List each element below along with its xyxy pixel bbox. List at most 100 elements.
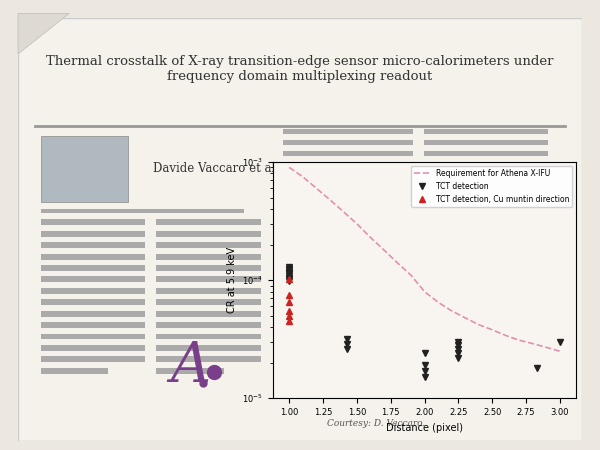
FancyBboxPatch shape: [18, 18, 582, 441]
TCT detection: [421, 369, 428, 374]
TCT detection, Cu muntin direction: [286, 313, 293, 319]
Requirement for Athena X-IFU: [380, 247, 388, 252]
TCT detection: [286, 269, 293, 274]
FancyBboxPatch shape: [41, 345, 145, 351]
TCT detection: [421, 375, 428, 380]
FancyBboxPatch shape: [424, 162, 548, 167]
Text: Davide Vaccaro et al.: Davide Vaccaro et al.: [154, 162, 280, 175]
Requirement for Athena X-IFU: [353, 221, 361, 226]
Requirement for Athena X-IFU: [340, 209, 347, 214]
FancyBboxPatch shape: [156, 254, 260, 260]
FancyBboxPatch shape: [156, 368, 224, 374]
TCT detection: [286, 274, 293, 279]
TCT detection: [344, 336, 351, 341]
Requirement for Athena X-IFU: [488, 327, 496, 333]
Text: Thermal crosstalk of X-ray transition-edge sensor micro-calorimeters under
frequ: Thermal crosstalk of X-ray transition-ed…: [46, 55, 554, 83]
Requirement for Athena X-IFU: [448, 308, 455, 314]
FancyBboxPatch shape: [283, 194, 367, 200]
FancyBboxPatch shape: [283, 151, 413, 156]
FancyBboxPatch shape: [41, 254, 145, 260]
TCT detection: [286, 264, 293, 270]
FancyBboxPatch shape: [41, 299, 145, 305]
FancyBboxPatch shape: [41, 265, 145, 271]
TCT detection: [421, 351, 428, 356]
TCT detection: [286, 267, 293, 273]
FancyBboxPatch shape: [283, 162, 413, 167]
FancyBboxPatch shape: [156, 322, 260, 328]
TCT detection: [455, 339, 462, 345]
FancyBboxPatch shape: [41, 219, 145, 225]
X-axis label: Distance (pixel): Distance (pixel): [386, 423, 463, 432]
Legend: Requirement for Athena X-IFU, TCT detection, TCT detection, Cu muntin direction: Requirement for Athena X-IFU, TCT detect…: [411, 166, 572, 207]
FancyBboxPatch shape: [283, 140, 413, 145]
TCT detection, Cu muntin direction: [286, 300, 293, 305]
FancyBboxPatch shape: [424, 129, 548, 134]
FancyBboxPatch shape: [424, 173, 548, 178]
TCT detection, Cu muntin direction: [286, 308, 293, 314]
Requirement for Athena X-IFU: [421, 289, 428, 294]
Requirement for Athena X-IFU: [529, 341, 536, 346]
TCT detection: [344, 341, 351, 346]
TCT detection: [421, 363, 428, 368]
TCT detection, Cu muntin direction: [286, 276, 293, 282]
FancyBboxPatch shape: [41, 333, 145, 339]
Text: Courtesy: D. Vaccaro.: Courtesy: D. Vaccaro.: [327, 419, 425, 428]
FancyBboxPatch shape: [424, 184, 548, 189]
FancyBboxPatch shape: [283, 184, 413, 189]
TCT detection: [344, 346, 351, 352]
TCT detection: [455, 355, 462, 360]
Requirement for Athena X-IFU: [556, 349, 563, 354]
TCT detection: [455, 343, 462, 348]
Requirement for Athena X-IFU: [461, 315, 469, 320]
FancyBboxPatch shape: [41, 242, 145, 248]
Requirement for Athena X-IFU: [313, 185, 320, 191]
FancyBboxPatch shape: [41, 368, 109, 374]
TCT detection: [286, 266, 293, 271]
Requirement for Athena X-IFU: [542, 345, 550, 350]
FancyBboxPatch shape: [156, 276, 260, 283]
FancyBboxPatch shape: [424, 151, 548, 156]
FancyBboxPatch shape: [156, 356, 260, 362]
FancyBboxPatch shape: [424, 140, 548, 145]
FancyBboxPatch shape: [156, 310, 260, 317]
FancyBboxPatch shape: [41, 356, 145, 362]
TCT detection: [286, 276, 293, 282]
FancyBboxPatch shape: [41, 209, 244, 213]
FancyBboxPatch shape: [156, 265, 260, 271]
Line: Requirement for Athena X-IFU: Requirement for Athena X-IFU: [289, 167, 560, 351]
Line: TCT detection, Cu muntin direction: TCT detection, Cu muntin direction: [286, 276, 293, 324]
Requirement for Athena X-IFU: [299, 174, 307, 180]
Y-axis label: CR at 5.9 keV: CR at 5.9 keV: [227, 247, 236, 313]
TCT detection: [533, 365, 541, 371]
TCT detection: [286, 279, 293, 284]
FancyBboxPatch shape: [41, 231, 145, 237]
Requirement for Athena X-IFU: [394, 260, 401, 265]
Requirement for Athena X-IFU: [434, 300, 442, 305]
TCT detection: [556, 339, 563, 345]
FancyBboxPatch shape: [283, 129, 413, 134]
FancyBboxPatch shape: [41, 310, 145, 317]
FancyBboxPatch shape: [41, 322, 145, 328]
TCT detection: [455, 346, 462, 352]
FancyBboxPatch shape: [283, 173, 413, 178]
FancyBboxPatch shape: [156, 333, 260, 339]
FancyBboxPatch shape: [156, 219, 260, 225]
Text: A: A: [170, 340, 210, 394]
FancyBboxPatch shape: [424, 194, 505, 200]
Line: TCT detection: TCT detection: [286, 263, 563, 381]
FancyBboxPatch shape: [41, 288, 145, 294]
Requirement for Athena X-IFU: [326, 197, 334, 202]
FancyBboxPatch shape: [156, 242, 260, 248]
TCT detection: [286, 270, 293, 276]
FancyBboxPatch shape: [156, 345, 260, 351]
FancyBboxPatch shape: [41, 276, 145, 283]
TCT detection: [286, 272, 293, 277]
Requirement for Athena X-IFU: [286, 165, 293, 170]
Requirement for Athena X-IFU: [475, 322, 482, 327]
FancyBboxPatch shape: [156, 231, 260, 237]
Requirement for Athena X-IFU: [407, 273, 415, 278]
TCT detection: [286, 275, 293, 280]
TCT detection, Cu muntin direction: [286, 319, 293, 324]
Requirement for Athena X-IFU: [515, 338, 523, 343]
Requirement for Athena X-IFU: [367, 235, 374, 240]
